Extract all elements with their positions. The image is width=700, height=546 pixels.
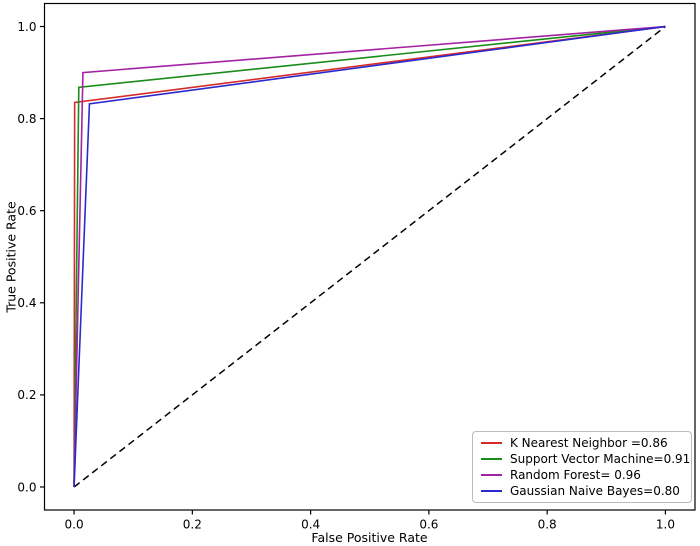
x-tick-label: 0.2 [183, 518, 202, 532]
legend-label-svm: Support Vector Machine=0.91 [510, 452, 691, 466]
x-tick-label: 0.8 [538, 518, 557, 532]
y-tick-label: 0.6 [17, 204, 36, 218]
legend-box: K Nearest Neighbor =0.86 Support Vector … [472, 431, 692, 503]
legend-line-swatch-knn [481, 442, 502, 444]
roc-curve-k-nearest-neighbor [73, 25, 666, 487]
x-axis-label: False Positive Rate [311, 530, 428, 545]
legend-item-svm: Support Vector Machine=0.91 [481, 451, 690, 467]
legend-item-rf: Random Forest= 0.96 [481, 467, 685, 483]
y-tick-label: 0.2 [17, 388, 36, 402]
roc-curve-support-vector-machine [73, 25, 666, 487]
chance-diagonal-line [73, 25, 666, 488]
legend-label-knn: K Nearest Neighbor =0.86 [510, 436, 668, 450]
legend-line-swatch-gnb [481, 490, 502, 492]
y-tick-label: 0.8 [17, 112, 36, 126]
y-axis-label: True Positive Rate [3, 201, 19, 313]
legend-item-knn: K Nearest Neighbor =0.86 [481, 435, 685, 451]
x-tick-label: 0.6 [419, 518, 438, 532]
y-tick-label: 0.0 [17, 480, 36, 494]
y-tick-label: 1.0 [17, 20, 36, 34]
y-tick-label: 0.4 [17, 296, 36, 310]
x-tick-label: 0.0 [65, 518, 84, 532]
x-tick-label: 0.4 [301, 518, 320, 532]
axes-spines [43, 2, 696, 511]
roc-curve-gaussian-naive-bayes [73, 25, 666, 488]
legend-item-gnb: Gaussian Naive Bayes=0.80 [481, 483, 685, 499]
legend-label-rf: Random Forest= 0.96 [510, 468, 641, 482]
legend-line-swatch-svm [481, 458, 502, 460]
legend-line-swatch-rf [481, 474, 502, 476]
x-tick-label: 1.0 [656, 518, 675, 532]
legend-label-gnb: Gaussian Naive Bayes=0.80 [510, 484, 680, 498]
roc-curve-random-forest [73, 25, 666, 487]
